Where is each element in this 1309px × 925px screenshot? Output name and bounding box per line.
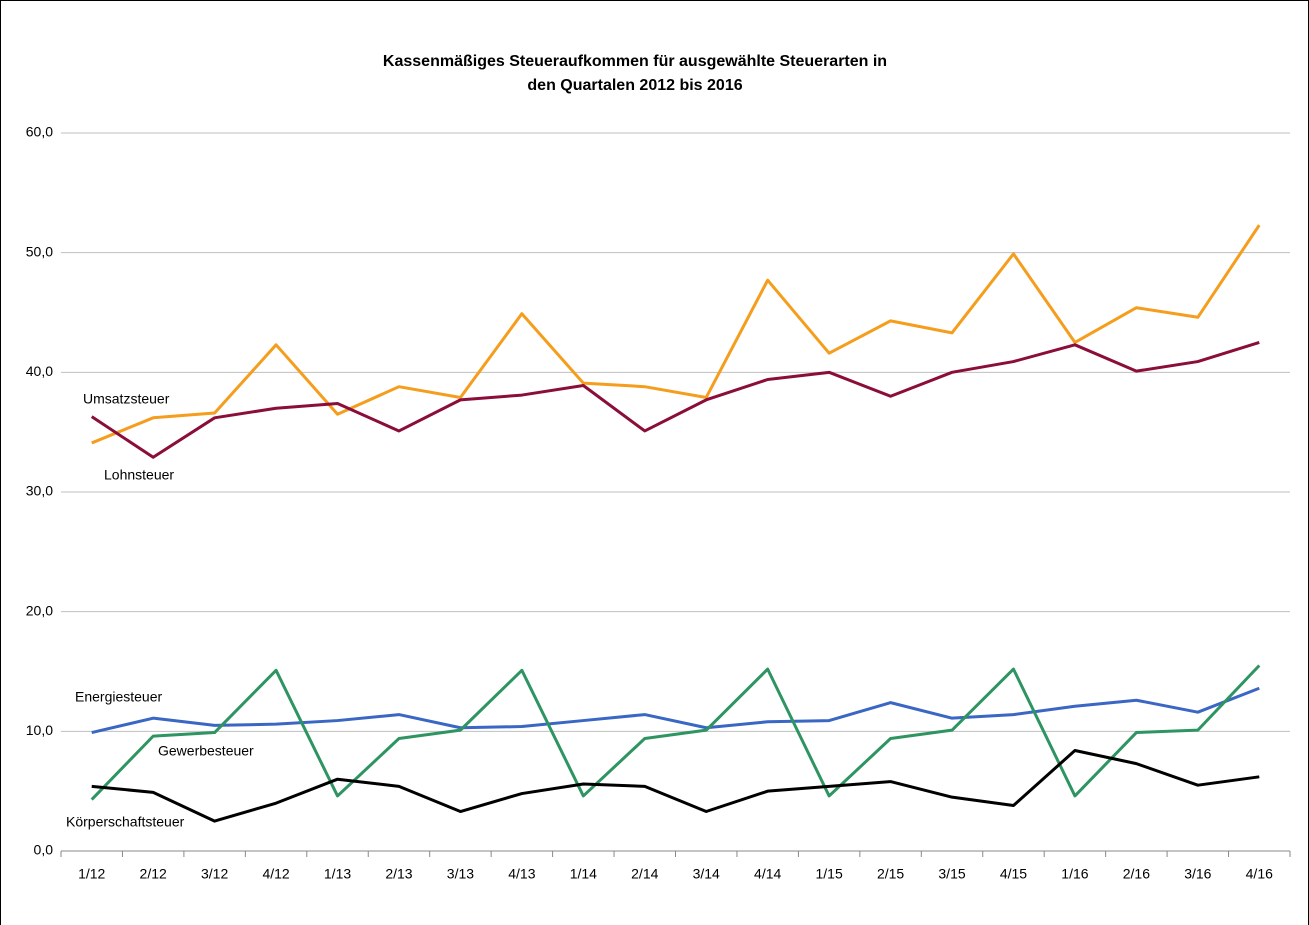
x-tick-label: 2/12 — [140, 866, 167, 882]
series-line — [90, 664, 1261, 801]
x-tick-label: 4/16 — [1246, 866, 1273, 882]
x-tick-label: 2/14 — [631, 866, 658, 882]
x-tick-label: 2/15 — [877, 866, 904, 882]
y-tick-label: 30,0 — [26, 483, 53, 499]
x-tick-label: 3/12 — [201, 866, 228, 882]
series-label: Lohnsteuer — [104, 467, 174, 483]
x-tick-label: 1/12 — [78, 866, 105, 882]
y-tick-label: 10,0 — [26, 722, 53, 738]
series-line — [91, 224, 1261, 445]
chart-title: den Quartalen 2012 bis 2016 — [527, 77, 742, 94]
series-line — [91, 686, 1260, 734]
y-tick-label: 0,0 — [34, 842, 54, 858]
x-tick-label: 4/14 — [754, 866, 781, 882]
series-line — [90, 340, 1260, 459]
x-tick-label: 1/13 — [324, 866, 351, 882]
x-tick-label: 4/15 — [1000, 866, 1027, 882]
x-tick-label: 3/15 — [938, 866, 965, 882]
x-tick-label: 4/13 — [508, 866, 535, 882]
y-tick-label: 20,0 — [26, 602, 53, 618]
series-label: Energiesteuer — [75, 689, 163, 705]
y-tick-label: 60,0 — [26, 124, 53, 140]
x-tick-label: 3/16 — [1184, 866, 1211, 882]
x-tick-label: 1/14 — [570, 866, 597, 882]
series-label: Körperschaftsteuer — [66, 814, 185, 830]
chart-title: Kassenmäßiges Steueraufkommen für ausgew… — [383, 53, 887, 70]
series-label: Umsatzsteuer — [83, 391, 170, 407]
x-tick-label: 3/13 — [447, 866, 474, 882]
x-tick-label: 3/14 — [693, 866, 720, 882]
x-tick-label: 2/13 — [385, 866, 412, 882]
x-tick-label: 1/15 — [816, 866, 843, 882]
x-tick-label: 4/12 — [262, 866, 289, 882]
y-tick-label: 50,0 — [26, 243, 53, 259]
y-tick-label: 40,0 — [26, 363, 53, 379]
series-line — [91, 748, 1260, 823]
x-tick-label: 2/16 — [1123, 866, 1150, 882]
series-label: Gewerbesteuer — [158, 743, 254, 759]
x-tick-label: 1/16 — [1061, 866, 1088, 882]
